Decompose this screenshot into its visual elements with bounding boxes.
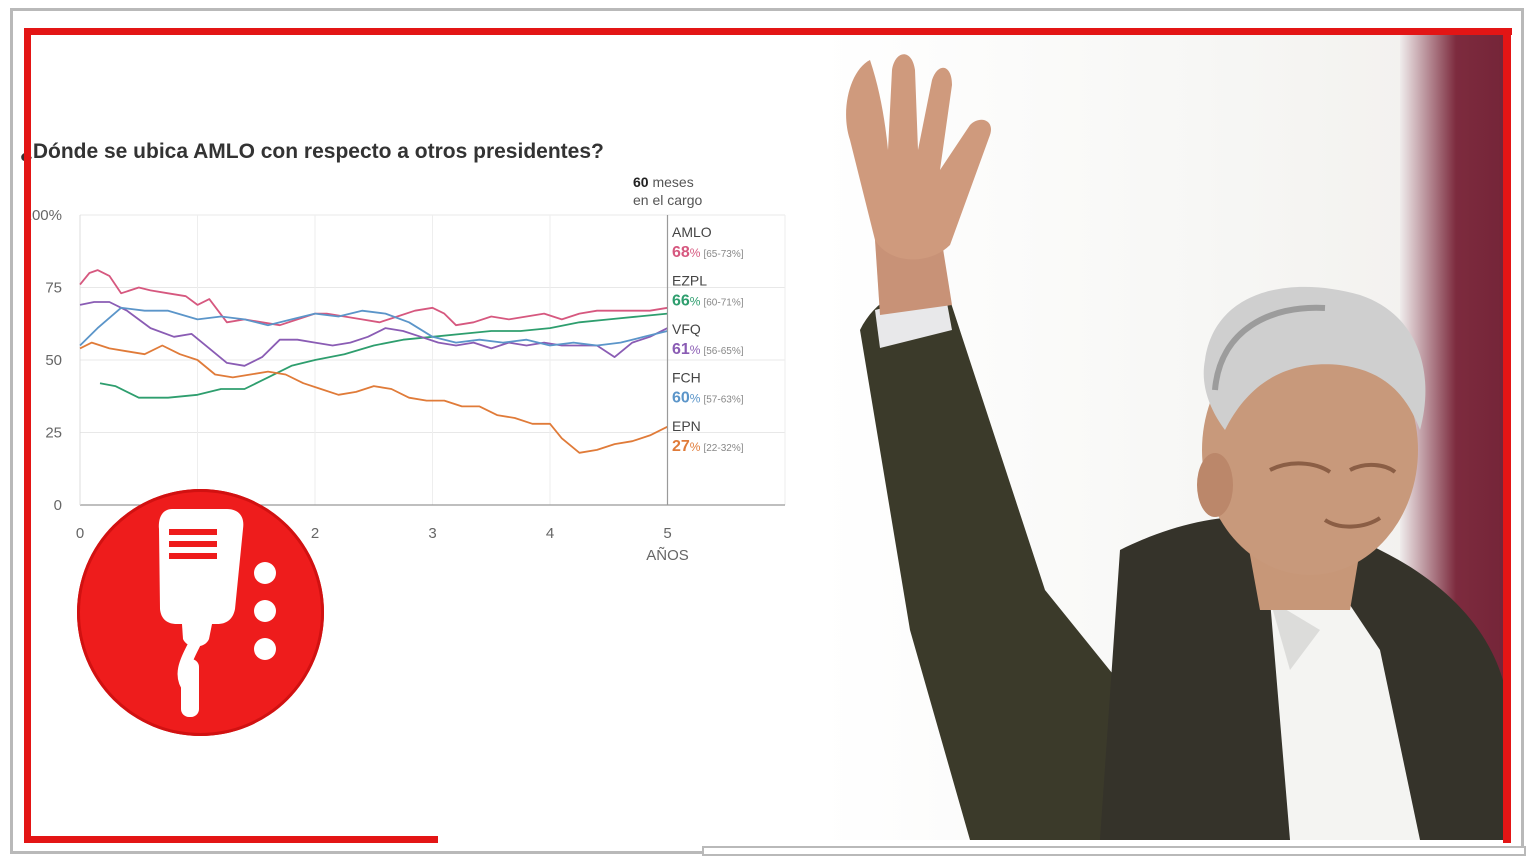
y-tick-label: 0: [54, 497, 62, 514]
frame-left-bar: [24, 28, 31, 843]
current-marker: 60 meses en el cargo: [633, 174, 702, 505]
legend-value-number: 60: [672, 390, 690, 407]
legend-value-number: 61: [672, 341, 690, 358]
legend-value: 66% [60-71%]: [672, 293, 744, 310]
y-tick-label: 75: [45, 280, 62, 297]
frame-right-bar: [1503, 28, 1511, 843]
series-line-amlo: [79, 269, 668, 327]
series-line-epn: [79, 341, 668, 454]
marker-unit: meses: [649, 174, 694, 190]
microphone-icon: [158, 509, 276, 717]
legend-name: AMLO: [672, 224, 712, 240]
chart-title: ¿Dónde se ubica AMLO con respecto a otro…: [20, 140, 604, 163]
line-chart: 0 25 50 75 100% 0 2 3 4 5 AÑOS 60 meses en el carg…: [24, 174, 786, 564]
legend-value-number: 66: [672, 293, 690, 310]
legend-value: 68% [65-73%]: [672, 244, 744, 261]
frame-top-bar: [24, 28, 1512, 35]
y-tick-label: 25: [45, 425, 62, 442]
y-tick-label: 100%: [24, 207, 62, 224]
legend-name: FCH: [672, 370, 701, 386]
marker-count: 60: [633, 174, 649, 190]
person-waving-illustration: [846, 54, 1510, 840]
x-axis-ticks: 0 2 3 4 5 AÑOS: [76, 525, 689, 564]
series-line-ezpl: [99, 312, 668, 399]
microphone-logo: [77, 489, 324, 736]
x-axis-label: AÑOS: [646, 547, 689, 564]
x-tick-label: 5: [663, 525, 671, 542]
frame-bottom-bar-left: [24, 836, 438, 843]
marker-label: 60 meses: [633, 174, 694, 190]
x-tick-label: 2: [311, 525, 319, 542]
photo-panel: [820, 30, 1510, 840]
legend-value-pct: %: [690, 440, 701, 454]
legend-value-pct: %: [690, 246, 701, 260]
x-tick-label: 4: [546, 525, 554, 542]
y-axis-ticks: 0 25 50 75 100%: [24, 207, 62, 514]
legend-value: 27% [22-32%]: [672, 438, 744, 455]
legend-value-pct: %: [690, 295, 701, 309]
series-line-vfq: [79, 301, 668, 367]
series-line-fch: [79, 306, 668, 347]
frame-bottom-bar-right: [702, 846, 1526, 856]
y-tick-label: 50: [45, 352, 62, 369]
legend-name: VFQ: [672, 321, 701, 337]
legend-value-number: 27: [672, 438, 690, 455]
legend-value: 61% [56-65%]: [672, 341, 744, 358]
legend-name: EPN: [672, 418, 701, 434]
legend-value-number: 68: [672, 244, 690, 261]
outer-frame: [10, 8, 1524, 854]
legend-value-range: [57-63%]: [703, 395, 743, 406]
legend-value-pct: %: [690, 343, 701, 357]
legend-value-pct: %: [690, 392, 701, 406]
legend-value-range: [65-73%]: [703, 249, 743, 260]
x-tick-label: 3: [428, 525, 436, 542]
legend-value: 60% [57-63%]: [672, 390, 744, 407]
legend-value-range: [56-65%]: [703, 346, 743, 357]
legend-name: EZPL: [672, 273, 707, 289]
chart-series-lines: [79, 269, 668, 454]
x-tick-label: 0: [76, 525, 84, 542]
marker-text: en el cargo: [633, 192, 702, 208]
legend-value-range: [22-32%]: [703, 443, 743, 454]
legend-value-range: [60-71%]: [703, 298, 743, 309]
